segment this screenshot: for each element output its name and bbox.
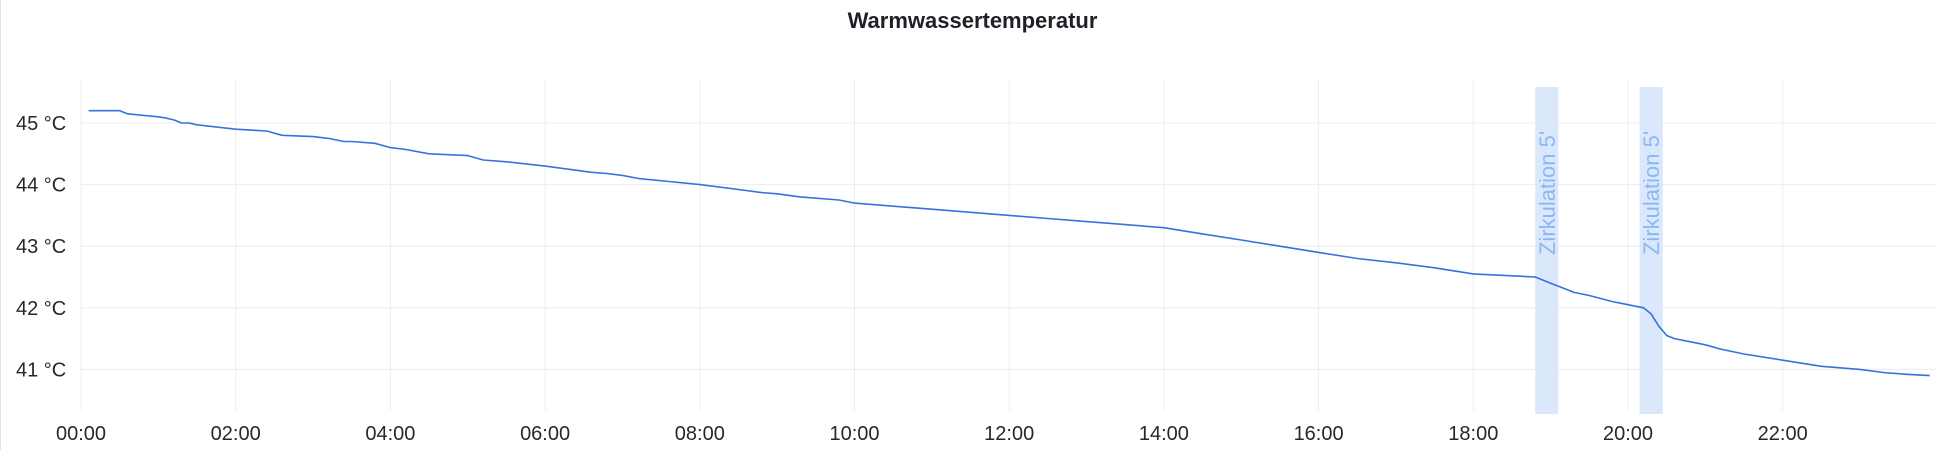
x-tick-label: 08:00 [675,423,725,445]
x-tick-label: 02:00 [211,423,261,445]
x-tick-label: 20:00 [1603,423,1653,445]
x-tick-label: 04:00 [365,423,415,445]
y-tick-label: 45 °C [16,113,66,135]
x-tick-label: 16:00 [1294,423,1344,445]
temperature-series-line [88,109,1930,377]
x-tick-label: 00:00 [56,423,106,445]
annotation-label: Zirkulation 5' [1639,131,1664,255]
y-tick-label: 43 °C [16,236,66,258]
annotation-label: Zirkulation 5' [1535,131,1560,255]
annotation-region [1535,87,1559,414]
y-tick-label: 44 °C [16,175,66,197]
x-tick-label: 10:00 [829,423,879,445]
y-tick-label: 41 °C [16,359,66,381]
annotation-region [1639,87,1663,414]
x-tick-label: 06:00 [520,423,570,445]
x-tick-label: 18:00 [1448,423,1498,445]
y-tick-label: 42 °C [16,298,66,320]
x-tick-label: 14:00 [1139,423,1189,445]
x-tick-label: 12:00 [984,423,1034,445]
x-tick-label: 22:00 [1758,423,1808,445]
chart-title: Warmwassertemperatur [847,8,1098,33]
